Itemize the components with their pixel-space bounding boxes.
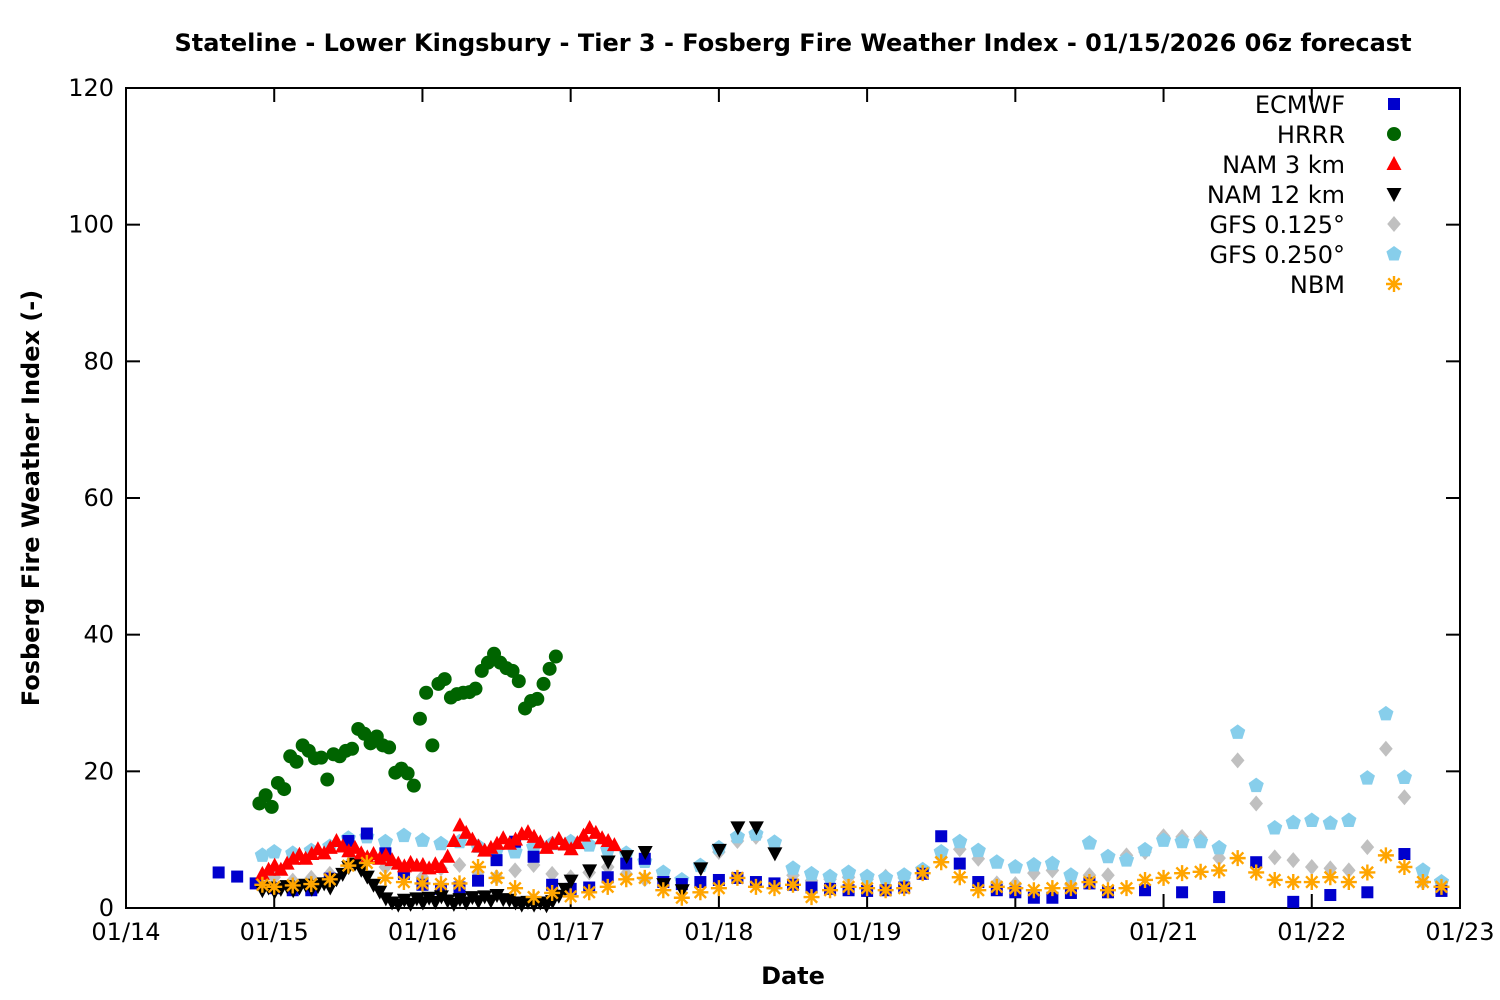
y-tick-label: 120 — [68, 74, 114, 102]
series-nam-3-km — [254, 817, 622, 880]
y-tick-label: 0 — [99, 894, 114, 922]
legend-marker-square-icon — [1388, 98, 1400, 110]
x-tick-label: 01/14 — [91, 918, 160, 946]
series-hrrr — [252, 646, 563, 814]
y-tick-label: 60 — [83, 484, 114, 512]
legend-label: NBM — [1290, 271, 1345, 299]
x-tick-label: 01/23 — [1425, 918, 1494, 946]
x-axis-label: Date — [761, 962, 825, 990]
legend-marker-asterisk-icon — [1386, 276, 1402, 292]
y-tick-label: 100 — [68, 211, 114, 239]
legend-label: NAM 3 km — [1222, 151, 1345, 179]
legend-label: GFS 0.125° — [1209, 211, 1345, 239]
legend-row-nbm: NBM — [1290, 271, 1402, 299]
legend-label: GFS 0.250° — [1209, 241, 1345, 269]
legend-row-hrrr: HRRR — [1277, 121, 1401, 149]
legend-marker-triangle-down-icon — [1386, 188, 1402, 202]
x-tick-label: 01/19 — [833, 918, 902, 946]
chart-title: Stateline - Lower Kingsbury - Tier 3 - F… — [174, 29, 1412, 57]
legend-marker-circle-icon — [1387, 127, 1401, 141]
legend-row-nam-12-km: NAM 12 km — [1207, 181, 1402, 209]
series-nbm — [254, 847, 1450, 906]
legend-label: ECMWF — [1255, 91, 1345, 119]
legend-row-nam-3-km: NAM 3 km — [1222, 151, 1402, 179]
y-tick-label: 80 — [83, 347, 114, 375]
x-tick-label: 01/17 — [536, 918, 605, 946]
legend-marker-pentagon-icon — [1386, 246, 1402, 261]
legend-row-gfs-0-250: GFS 0.250° — [1209, 241, 1402, 269]
x-tick-label: 01/20 — [981, 918, 1050, 946]
y-tick-label: 40 — [83, 621, 114, 649]
y-axis-label: Fosberg Fire Weather Index (-) — [17, 289, 45, 707]
x-tick-label: 01/22 — [1277, 918, 1346, 946]
y-axis-label-container: Fosberg Fire Weather Index (-) — [0, 88, 62, 908]
series-gfs-0-250 — [254, 705, 1450, 889]
legend-marker-diamond-icon — [1387, 216, 1401, 232]
legend-marker-triangle-up-icon — [1386, 156, 1402, 170]
x-tick-label: 01/16 — [388, 918, 457, 946]
x-tick-label: 01/21 — [1129, 918, 1198, 946]
legend-label: HRRR — [1277, 121, 1345, 149]
legend-row-gfs-0-125: GFS 0.125° — [1209, 211, 1401, 239]
x-tick-label: 01/15 — [240, 918, 309, 946]
legend-label: NAM 12 km — [1207, 181, 1345, 209]
legend-row-ecmwf: ECMWF — [1255, 91, 1400, 119]
x-tick-label: 01/18 — [684, 918, 753, 946]
y-tick-label: 20 — [83, 757, 114, 785]
